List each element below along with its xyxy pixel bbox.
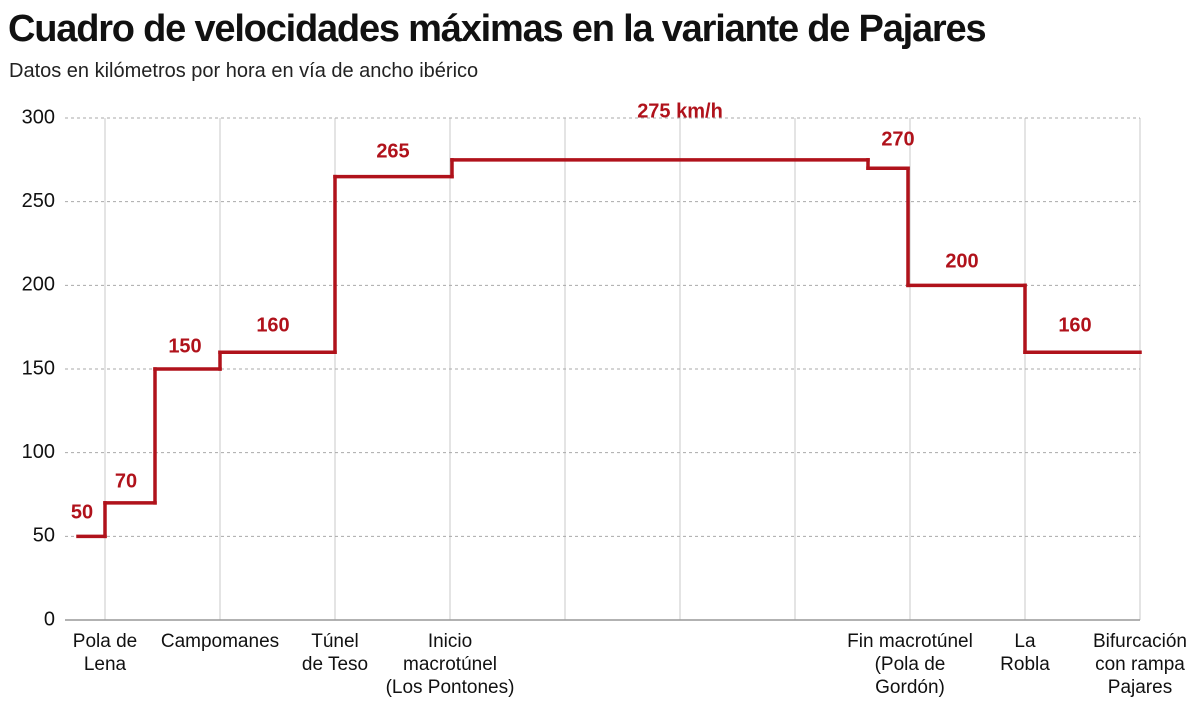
value-label: 265 [376, 140, 409, 162]
value-label: 160 [256, 314, 289, 336]
y-tick-label: 0 [44, 608, 55, 630]
value-label: 270 [881, 128, 914, 150]
x-tick-label: Túnel de Teso [301, 631, 369, 675]
x-tick-label: Bifurcación con rampa Pajares [1093, 631, 1187, 698]
value-label: 70 [115, 470, 137, 492]
y-tick-label: 50 [33, 525, 55, 547]
value-label: 150 [168, 335, 201, 357]
y-tick-label: 200 [22, 274, 55, 296]
x-tick-label: La Robla [1000, 631, 1050, 675]
chart-title: Cuadro de velocidades máximas en la vari… [8, 8, 987, 50]
value-label: 200 [945, 250, 978, 272]
x-tick-label: Fin macrotúnel (Pola de Gordón) [847, 631, 973, 698]
y-tick-label: 150 [22, 357, 55, 379]
x-tick-label: Pola de Lena [72, 631, 138, 675]
value-label: 50 [71, 501, 93, 523]
value-label: 275 km/h [637, 100, 723, 122]
y-tick-label: 100 [22, 441, 55, 463]
y-tick-label: 300 [22, 106, 55, 128]
x-tick-label: Campomanes [160, 631, 280, 652]
y-tick-label: 250 [22, 190, 55, 212]
x-tick-label: Inicio macrotúnel (Los Pontones) [385, 631, 515, 698]
value-label: 160 [1058, 314, 1091, 336]
chart-subtitle: Datos en kilómetros por hora en vía de a… [9, 60, 479, 82]
